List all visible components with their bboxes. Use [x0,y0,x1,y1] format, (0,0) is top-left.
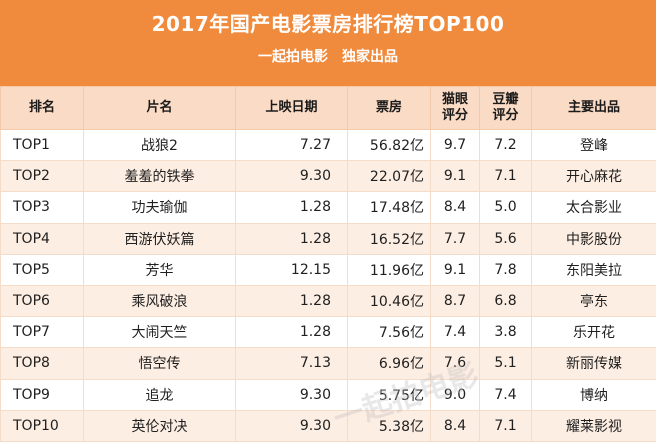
maoyan-rating-cell: 8.7 [431,285,480,316]
rank-cell: TOP10 [1,410,84,441]
distributor-cell: 登峰 [532,130,656,161]
film-name-cell: 追龙 [84,379,236,410]
distributor-cell: 乐开花 [532,317,656,348]
release-date-cell: 1.28 [236,285,348,316]
rank-cell: TOP6 [1,285,84,316]
maoyan-rating-cell: 9.0 [431,379,480,410]
release-date-cell: 9.30 [236,379,348,410]
box-office-cell: 11.96亿 [348,254,431,285]
box-office-cell: 17.48亿 [348,192,431,223]
film-name-cell: 悟空传 [84,348,236,379]
douban-rating-cell: 7.2 [480,130,532,161]
douban-rating-cell: 5.1 [480,348,532,379]
box-office-cell: 16.52亿 [348,223,431,254]
box-office-cell: 7.56亿 [348,317,431,348]
table-header-row: 排名 片名 上映日期 票房 猫眼 评分 豆瓣 评分 主要出品 [1,87,656,130]
maoyan-rating-cell: 7.7 [431,223,480,254]
film-name-cell: 芳华 [84,254,236,285]
distributor-cell: 东阳美拉 [532,254,656,285]
distributor-cell: 太合影业 [532,192,656,223]
douban-rating-cell: 7.1 [480,410,532,441]
column-header-date: 上映日期 [236,87,348,130]
maoyan-rating-cell: 9.7 [431,130,480,161]
column-header-rank: 排名 [1,87,84,130]
film-name-cell: 功夫瑜伽 [84,192,236,223]
box-office-cell: 6.96亿 [348,348,431,379]
release-date-cell: 7.27 [236,130,348,161]
distributor-cell: 中影股份 [532,223,656,254]
release-date-cell: 7.13 [236,348,348,379]
release-date-cell: 1.28 [236,317,348,348]
maoyan-header-line1: 猫眼 [433,92,477,108]
film-name-cell: 西游伏妖篇 [84,223,236,254]
column-header-box-office: 票房 [348,87,431,130]
rank-cell: TOP7 [1,317,84,348]
douban-rating-cell: 3.8 [480,317,532,348]
page-subtitle: 一起拍电影 独家出品 [0,46,656,66]
release-date-cell: 9.30 [236,410,348,441]
distributor-cell: 博纳 [532,379,656,410]
film-name-cell: 大闹天竺 [84,317,236,348]
box-office-cell: 22.07亿 [348,161,431,192]
box-office-cell: 5.38亿 [348,410,431,441]
maoyan-rating-cell: 7.6 [431,348,480,379]
release-date-cell: 1.28 [236,223,348,254]
maoyan-rating-cell: 8.4 [431,410,480,441]
box-office-cell: 56.82亿 [348,130,431,161]
maoyan-rating-cell: 9.1 [431,161,480,192]
rank-cell: TOP3 [1,192,84,223]
maoyan-rating-cell: 9.1 [431,254,480,285]
rank-cell: TOP4 [1,223,84,254]
douban-rating-cell: 5.0 [480,192,532,223]
column-header-name: 片名 [84,87,236,130]
maoyan-rating-cell: 8.4 [431,192,480,223]
rank-cell: TOP5 [1,254,84,285]
box-office-cell: 10.46亿 [348,285,431,316]
distributor-cell: 耀莱影视 [532,410,656,441]
distributor-cell: 开心麻花 [532,161,656,192]
film-name-cell: 英伦对决 [84,410,236,441]
douban-rating-cell: 5.6 [480,223,532,254]
douban-rating-cell: 7.8 [480,254,532,285]
release-date-cell: 1.28 [236,192,348,223]
release-date-cell: 9.30 [236,161,348,192]
release-date-cell: 12.15 [236,254,348,285]
distributor-cell: 新丽传媒 [532,348,656,379]
douban-header-line1: 豆瓣 [482,92,529,108]
film-name-cell: 羞羞的铁拳 [84,161,236,192]
column-header-distributor: 主要出品 [532,87,656,130]
film-name-cell: 战狼2 [84,130,236,161]
film-name-cell: 乘风破浪 [84,285,236,316]
box-office-cell: 5.75亿 [348,379,431,410]
distributor-cell: 亭东 [532,285,656,316]
douban-rating-cell: 6.8 [480,285,532,316]
title-banner: 2017年国产电影票房排行榜TOP100 一起拍电影 独家出品 [0,0,656,86]
maoyan-header-line2: 评分 [433,108,477,124]
page-title: 2017年国产电影票房排行榜TOP100 [0,8,656,37]
douban-rating-cell: 7.1 [480,161,532,192]
column-header-maoyan-rating: 猫眼 评分 [431,87,480,130]
douban-header-line2: 评分 [482,108,529,124]
rank-cell: TOP8 [1,348,84,379]
column-header-douban-rating: 豆瓣 评分 [480,87,532,130]
rank-cell: TOP9 [1,379,84,410]
douban-rating-cell: 7.4 [480,379,532,410]
maoyan-rating-cell: 7.4 [431,317,480,348]
rank-cell: TOP1 [1,130,84,161]
rank-cell: TOP2 [1,161,84,192]
